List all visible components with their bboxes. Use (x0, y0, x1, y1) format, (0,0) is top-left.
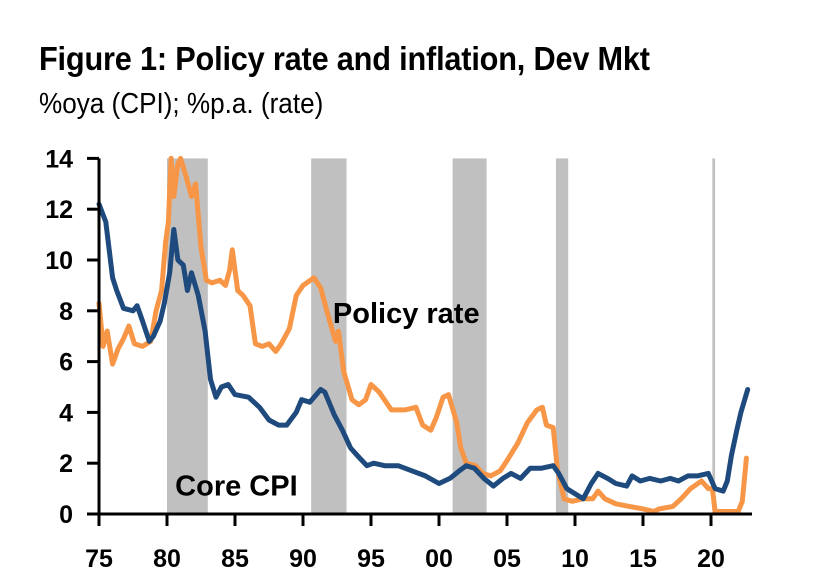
recession-band (167, 158, 208, 514)
series-lines (96, 155, 751, 514)
x-tick-label: 75 (85, 545, 113, 573)
axes (87, 156, 752, 526)
x-tick-label: 90 (289, 545, 317, 573)
chart-subtitle: %oya (CPI); %p.a. (rate) (39, 88, 324, 120)
recession-band (712, 158, 716, 514)
y-tick-label: 4 (59, 399, 73, 427)
chart-title: Figure 1: Policy rate and inflation, Dev… (39, 40, 650, 77)
x-tick-label: 10 (561, 545, 589, 573)
annotation-policy-rate: Policy rate (333, 298, 480, 330)
core-cpi-line (96, 201, 751, 502)
x-tick-label: 15 (629, 545, 657, 573)
x-tick-label: 00 (425, 545, 453, 573)
recession-bands (167, 158, 716, 514)
policy-rate-line (96, 155, 749, 514)
x-tick-label: 05 (493, 545, 521, 573)
annotation-core-cpi: Core CPI (175, 471, 297, 503)
y-tick-label: 8 (59, 298, 73, 326)
y-tick-label: 6 (59, 349, 73, 377)
y-tick-label: 2 (59, 450, 73, 478)
y-tick-label: 10 (45, 247, 73, 275)
recession-band (452, 158, 487, 514)
x-tick-label: 95 (357, 545, 385, 573)
x-tick-label: 80 (153, 545, 181, 573)
y-tick-label: 14 (45, 145, 73, 173)
tick-labels: 0 2 4 6 8 10 12 14 75 80 85 90 95 00 05 10 15 20 (45, 145, 725, 573)
recession-band (555, 158, 569, 514)
y-tick-label: 12 (45, 196, 73, 224)
x-tick-label: 85 (221, 545, 249, 573)
x-tick-label: 20 (697, 545, 725, 573)
y-tick-label: 0 (59, 501, 73, 529)
